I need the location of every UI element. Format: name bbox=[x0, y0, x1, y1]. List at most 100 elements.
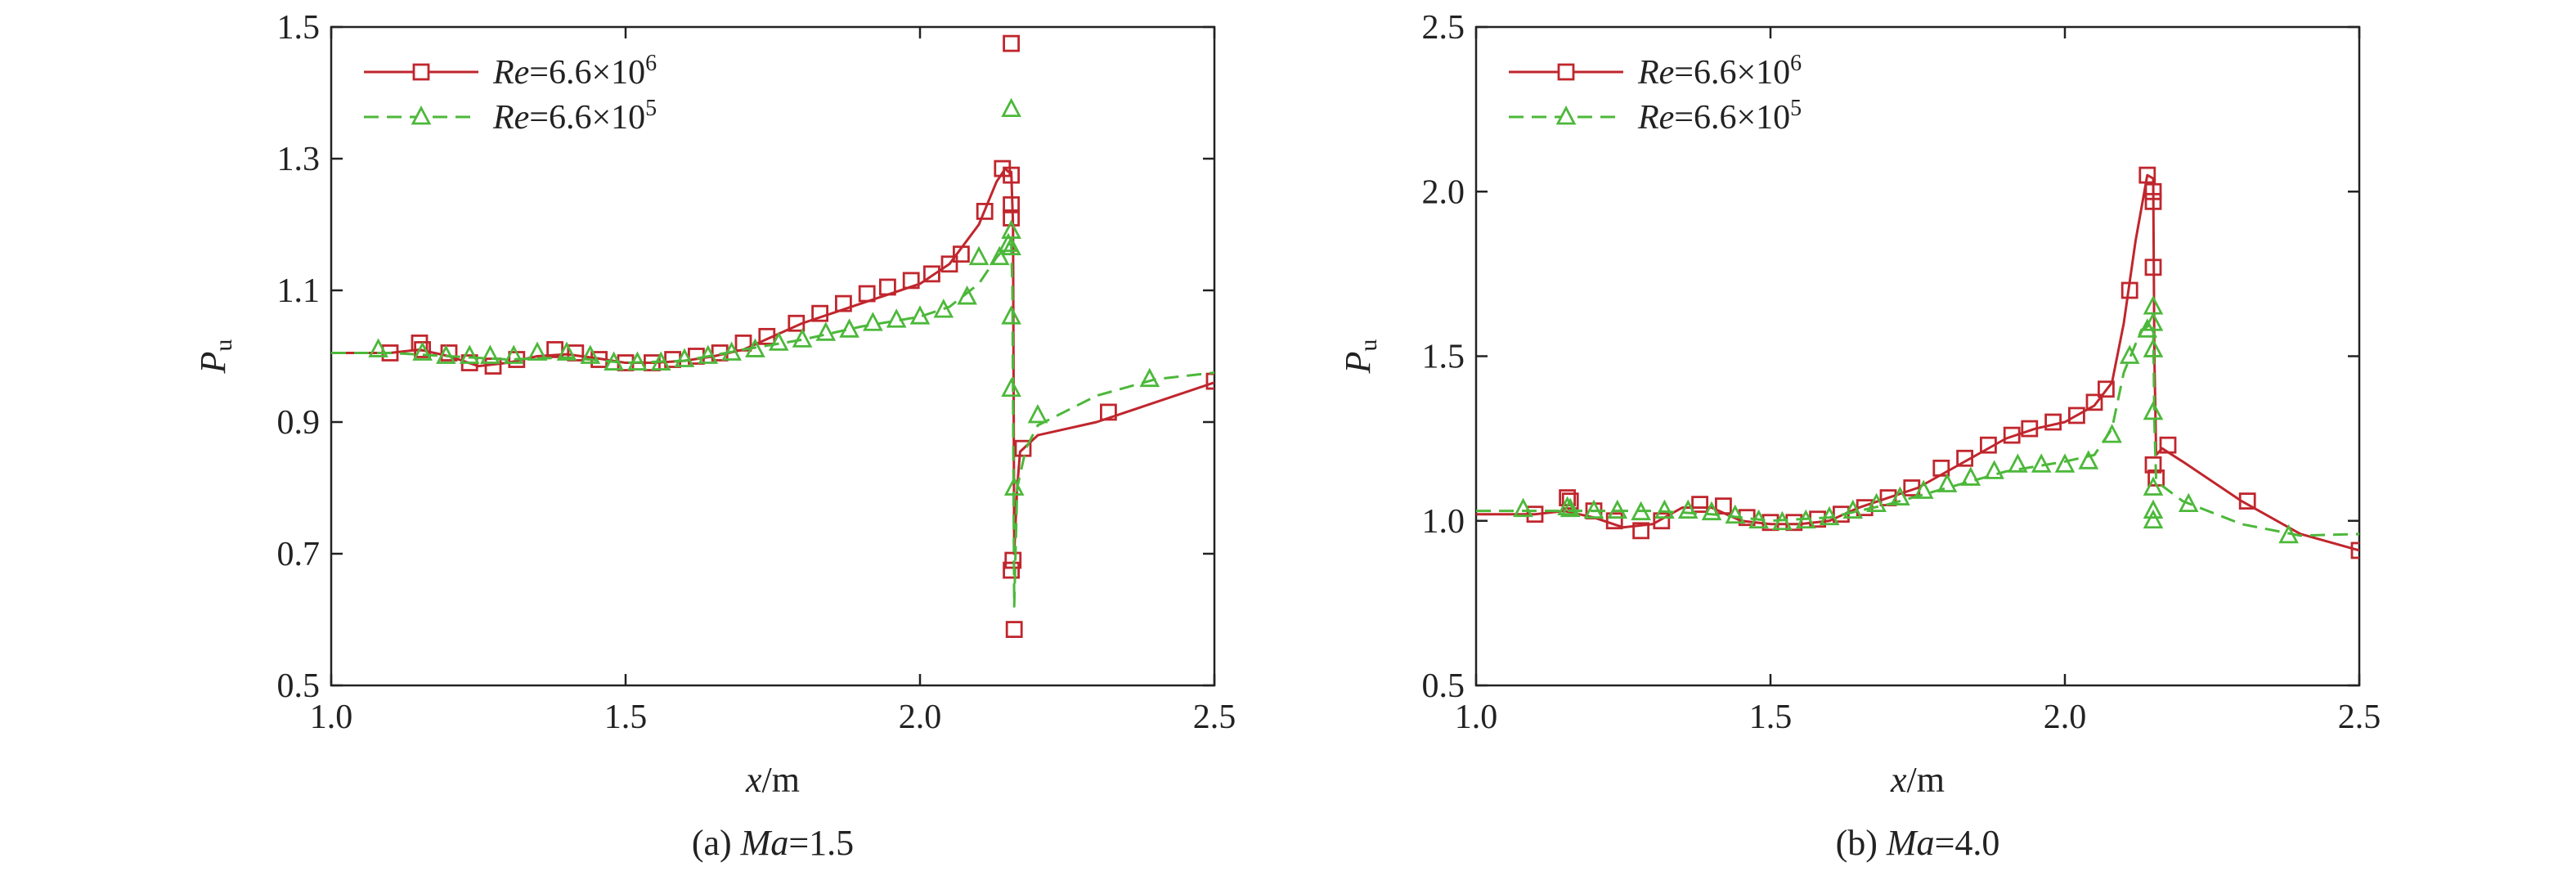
legend-re-low-marker bbox=[1555, 105, 1577, 125]
series-re-low-point bbox=[1583, 499, 1604, 519]
series-re-low-point bbox=[368, 338, 388, 357]
series-re-low-point bbox=[604, 351, 624, 371]
series-re-high-point bbox=[2120, 281, 2138, 299]
x-tick-label: 1.5 bbox=[1749, 699, 1793, 736]
series-re-high-point bbox=[2159, 436, 2177, 454]
series-re-low-point bbox=[768, 331, 789, 351]
series-re-high-point bbox=[1605, 512, 1623, 530]
x-tick-label: 2.5 bbox=[2338, 699, 2381, 736]
series-re-low-point bbox=[1725, 504, 1746, 524]
series-re-low-point bbox=[1654, 499, 1675, 519]
series-re-low-point bbox=[792, 328, 813, 348]
series-re-high-point bbox=[2097, 380, 2115, 398]
series-re-high-line bbox=[331, 167, 1214, 555]
y-tick-label: 1.1 bbox=[277, 272, 321, 310]
legend-re-high-label: Re=6.6×106 bbox=[1637, 51, 1802, 92]
series-re-low-point bbox=[745, 338, 765, 357]
series-re-low-point bbox=[1677, 499, 1699, 519]
legend-re-high-label: Re=6.6×106 bbox=[492, 51, 657, 92]
series-re-high-point bbox=[2144, 456, 2162, 474]
series-re-low-point bbox=[1001, 305, 1021, 325]
series-re-low-point bbox=[2143, 509, 2164, 529]
series-re-low-point bbox=[1560, 497, 1581, 518]
series-re-low-point bbox=[815, 321, 837, 341]
series-re-low-point bbox=[1003, 476, 1025, 496]
series-re-low-point bbox=[1139, 367, 1160, 388]
series-re-low-point bbox=[989, 245, 1010, 266]
series-re-low-point bbox=[436, 344, 456, 364]
series-re-low-point bbox=[1607, 499, 1628, 519]
series-re-low-point bbox=[2143, 400, 2164, 420]
series-re-low-point bbox=[2078, 450, 2099, 469]
series-re-low-point bbox=[580, 344, 601, 364]
series-re-high-point bbox=[2144, 182, 2162, 200]
y-axis-sub: u bbox=[210, 339, 237, 352]
y-axis-var: P bbox=[1338, 352, 1378, 375]
legend-sup: 6 bbox=[1790, 51, 1802, 76]
series-re-high-point bbox=[2067, 407, 2085, 425]
series-re-low-point bbox=[2143, 499, 2164, 519]
x-axis-unit: /m bbox=[1907, 760, 1945, 800]
legend-text: =6.6×10 bbox=[529, 99, 645, 137]
series-re-low-line bbox=[1476, 321, 2359, 537]
series-re-high-point bbox=[1003, 195, 1020, 213]
legend-re-low-label: Re=6.6×105 bbox=[492, 96, 657, 137]
series-re-low-point bbox=[1890, 486, 1910, 505]
series-re-low-point bbox=[1557, 496, 1577, 516]
series-re-high-point bbox=[1932, 459, 1950, 477]
series-re-low-point bbox=[1748, 509, 1769, 529]
series-re-high-point bbox=[2021, 420, 2039, 438]
series-re-low-point bbox=[527, 341, 548, 361]
series-re-high-point bbox=[2003, 426, 2021, 444]
y-tick-label: 1.3 bbox=[277, 141, 321, 178]
series-re-high-point bbox=[1691, 496, 1709, 514]
series-re-high-point bbox=[758, 327, 776, 345]
series-re-low-point bbox=[968, 245, 990, 266]
series-re-high-point bbox=[2350, 541, 2359, 559]
series-re-high-point bbox=[2144, 258, 2162, 276]
series-re-low-point bbox=[909, 305, 931, 325]
legend-text: =6.6×10 bbox=[1674, 54, 1790, 92]
series-re-low-point bbox=[863, 312, 883, 331]
series-re-high-point bbox=[1956, 449, 1974, 467]
y-tick-label: 1.5 bbox=[277, 9, 321, 47]
series-re-low-point bbox=[1795, 509, 1816, 529]
series-re-high-point bbox=[2238, 492, 2256, 510]
y-tick-label: 0.9 bbox=[277, 404, 321, 442]
series-re-low-point bbox=[2143, 476, 2164, 496]
series-re-high-point bbox=[1100, 403, 1117, 421]
series-re-low-point bbox=[2054, 453, 2076, 473]
y-tick-label: 0.5 bbox=[1422, 667, 1465, 705]
series-re-low-point bbox=[2119, 344, 2140, 364]
series-re-low-point bbox=[1513, 497, 1533, 518]
series-re-low-point bbox=[933, 299, 954, 318]
series-re-low-point bbox=[1001, 236, 1021, 256]
series-re-high-point bbox=[811, 304, 828, 322]
y-axis-var: P bbox=[193, 352, 233, 375]
series-re-high-point bbox=[2138, 166, 2156, 184]
legend-re-high-marker bbox=[412, 63, 430, 81]
series-re-low-point bbox=[503, 344, 524, 364]
y-axis-label: Pu bbox=[1338, 339, 1382, 375]
series-re-low-point bbox=[2031, 453, 2052, 473]
panel-a: 1.0 1.5 2.0 2.5 0.5 0.7 0.9 1.1 1.3 1.5 x/m Pu (a) M… bbox=[193, 9, 1236, 863]
series-re-high-point bbox=[976, 202, 994, 220]
series-re-high-point bbox=[546, 341, 563, 358]
series-re-low-point bbox=[1984, 460, 2004, 479]
series-re-high-point bbox=[858, 285, 876, 303]
series-re-high-point bbox=[1632, 522, 1649, 540]
series-re-low-point bbox=[1960, 466, 1981, 486]
series-re-high-point bbox=[1014, 439, 1032, 457]
legend-var: Re bbox=[1637, 54, 1674, 92]
series-re-low-point bbox=[1701, 501, 1722, 521]
caption-prefix: (b) bbox=[1836, 823, 1887, 863]
plot-area bbox=[331, 34, 1214, 638]
series-re-low-point bbox=[839, 318, 859, 338]
series-re-low-point bbox=[674, 348, 695, 367]
series-re-low-point bbox=[1001, 97, 1021, 118]
panel-caption: (b) Ma=4.0 bbox=[1836, 823, 2000, 863]
series-re-low-point bbox=[480, 344, 500, 364]
legend-sup: 6 bbox=[645, 51, 657, 76]
series-re-low-point bbox=[698, 344, 719, 364]
series-re-low-point bbox=[556, 341, 577, 361]
